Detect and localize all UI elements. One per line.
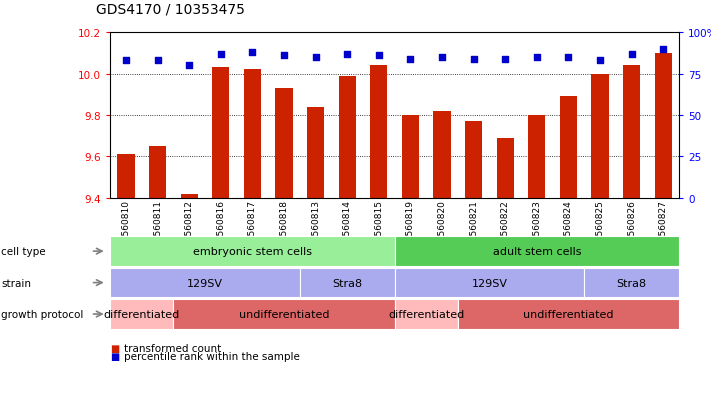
Point: [278, 53, 289, 59]
Point: [247, 50, 258, 56]
Bar: [655, 54, 672, 198]
Point: [152, 58, 164, 64]
Text: 129SV: 129SV: [187, 278, 223, 288]
Text: adult stem cells: adult stem cells: [493, 247, 581, 256]
Bar: [275, 89, 293, 198]
Bar: [465, 122, 482, 198]
Bar: [402, 116, 419, 198]
Point: [562, 55, 574, 61]
Point: [658, 46, 669, 53]
Bar: [181, 194, 198, 198]
Bar: [338, 76, 356, 198]
Text: strain: strain: [1, 278, 31, 288]
Point: [626, 51, 637, 58]
Text: GDS4170 / 10353475: GDS4170 / 10353475: [96, 2, 245, 17]
Text: embryonic stem cells: embryonic stem cells: [193, 247, 312, 256]
Point: [341, 51, 353, 58]
Text: ■: ■: [110, 351, 119, 361]
Point: [120, 58, 132, 64]
Point: [310, 55, 321, 61]
Bar: [370, 66, 387, 198]
Text: growth protocol: growth protocol: [1, 309, 84, 319]
Bar: [496, 138, 514, 198]
Text: Stra8: Stra8: [332, 278, 363, 288]
Text: 129SV: 129SV: [471, 278, 508, 288]
Bar: [528, 116, 545, 198]
Bar: [149, 147, 166, 198]
Point: [183, 63, 195, 69]
Text: transformed count: transformed count: [124, 343, 222, 353]
Point: [531, 55, 542, 61]
Bar: [212, 68, 230, 198]
Bar: [307, 107, 324, 198]
Bar: [117, 155, 134, 198]
Point: [373, 53, 385, 59]
Text: percentile rank within the sample: percentile rank within the sample: [124, 351, 300, 361]
Point: [437, 55, 448, 61]
Text: undifferentiated: undifferentiated: [523, 309, 614, 319]
Text: ■: ■: [110, 343, 119, 353]
Point: [500, 56, 511, 63]
Text: differentiated: differentiated: [388, 309, 464, 319]
Text: differentiated: differentiated: [104, 309, 180, 319]
Bar: [244, 70, 261, 198]
Text: undifferentiated: undifferentiated: [239, 309, 329, 319]
Bar: [433, 112, 451, 198]
Text: Stra8: Stra8: [616, 278, 647, 288]
Bar: [592, 74, 609, 198]
Text: cell type: cell type: [1, 247, 46, 256]
Point: [405, 56, 416, 63]
Point: [468, 56, 479, 63]
Point: [594, 58, 606, 64]
Point: [215, 51, 227, 58]
Bar: [623, 66, 641, 198]
Bar: [560, 97, 577, 198]
